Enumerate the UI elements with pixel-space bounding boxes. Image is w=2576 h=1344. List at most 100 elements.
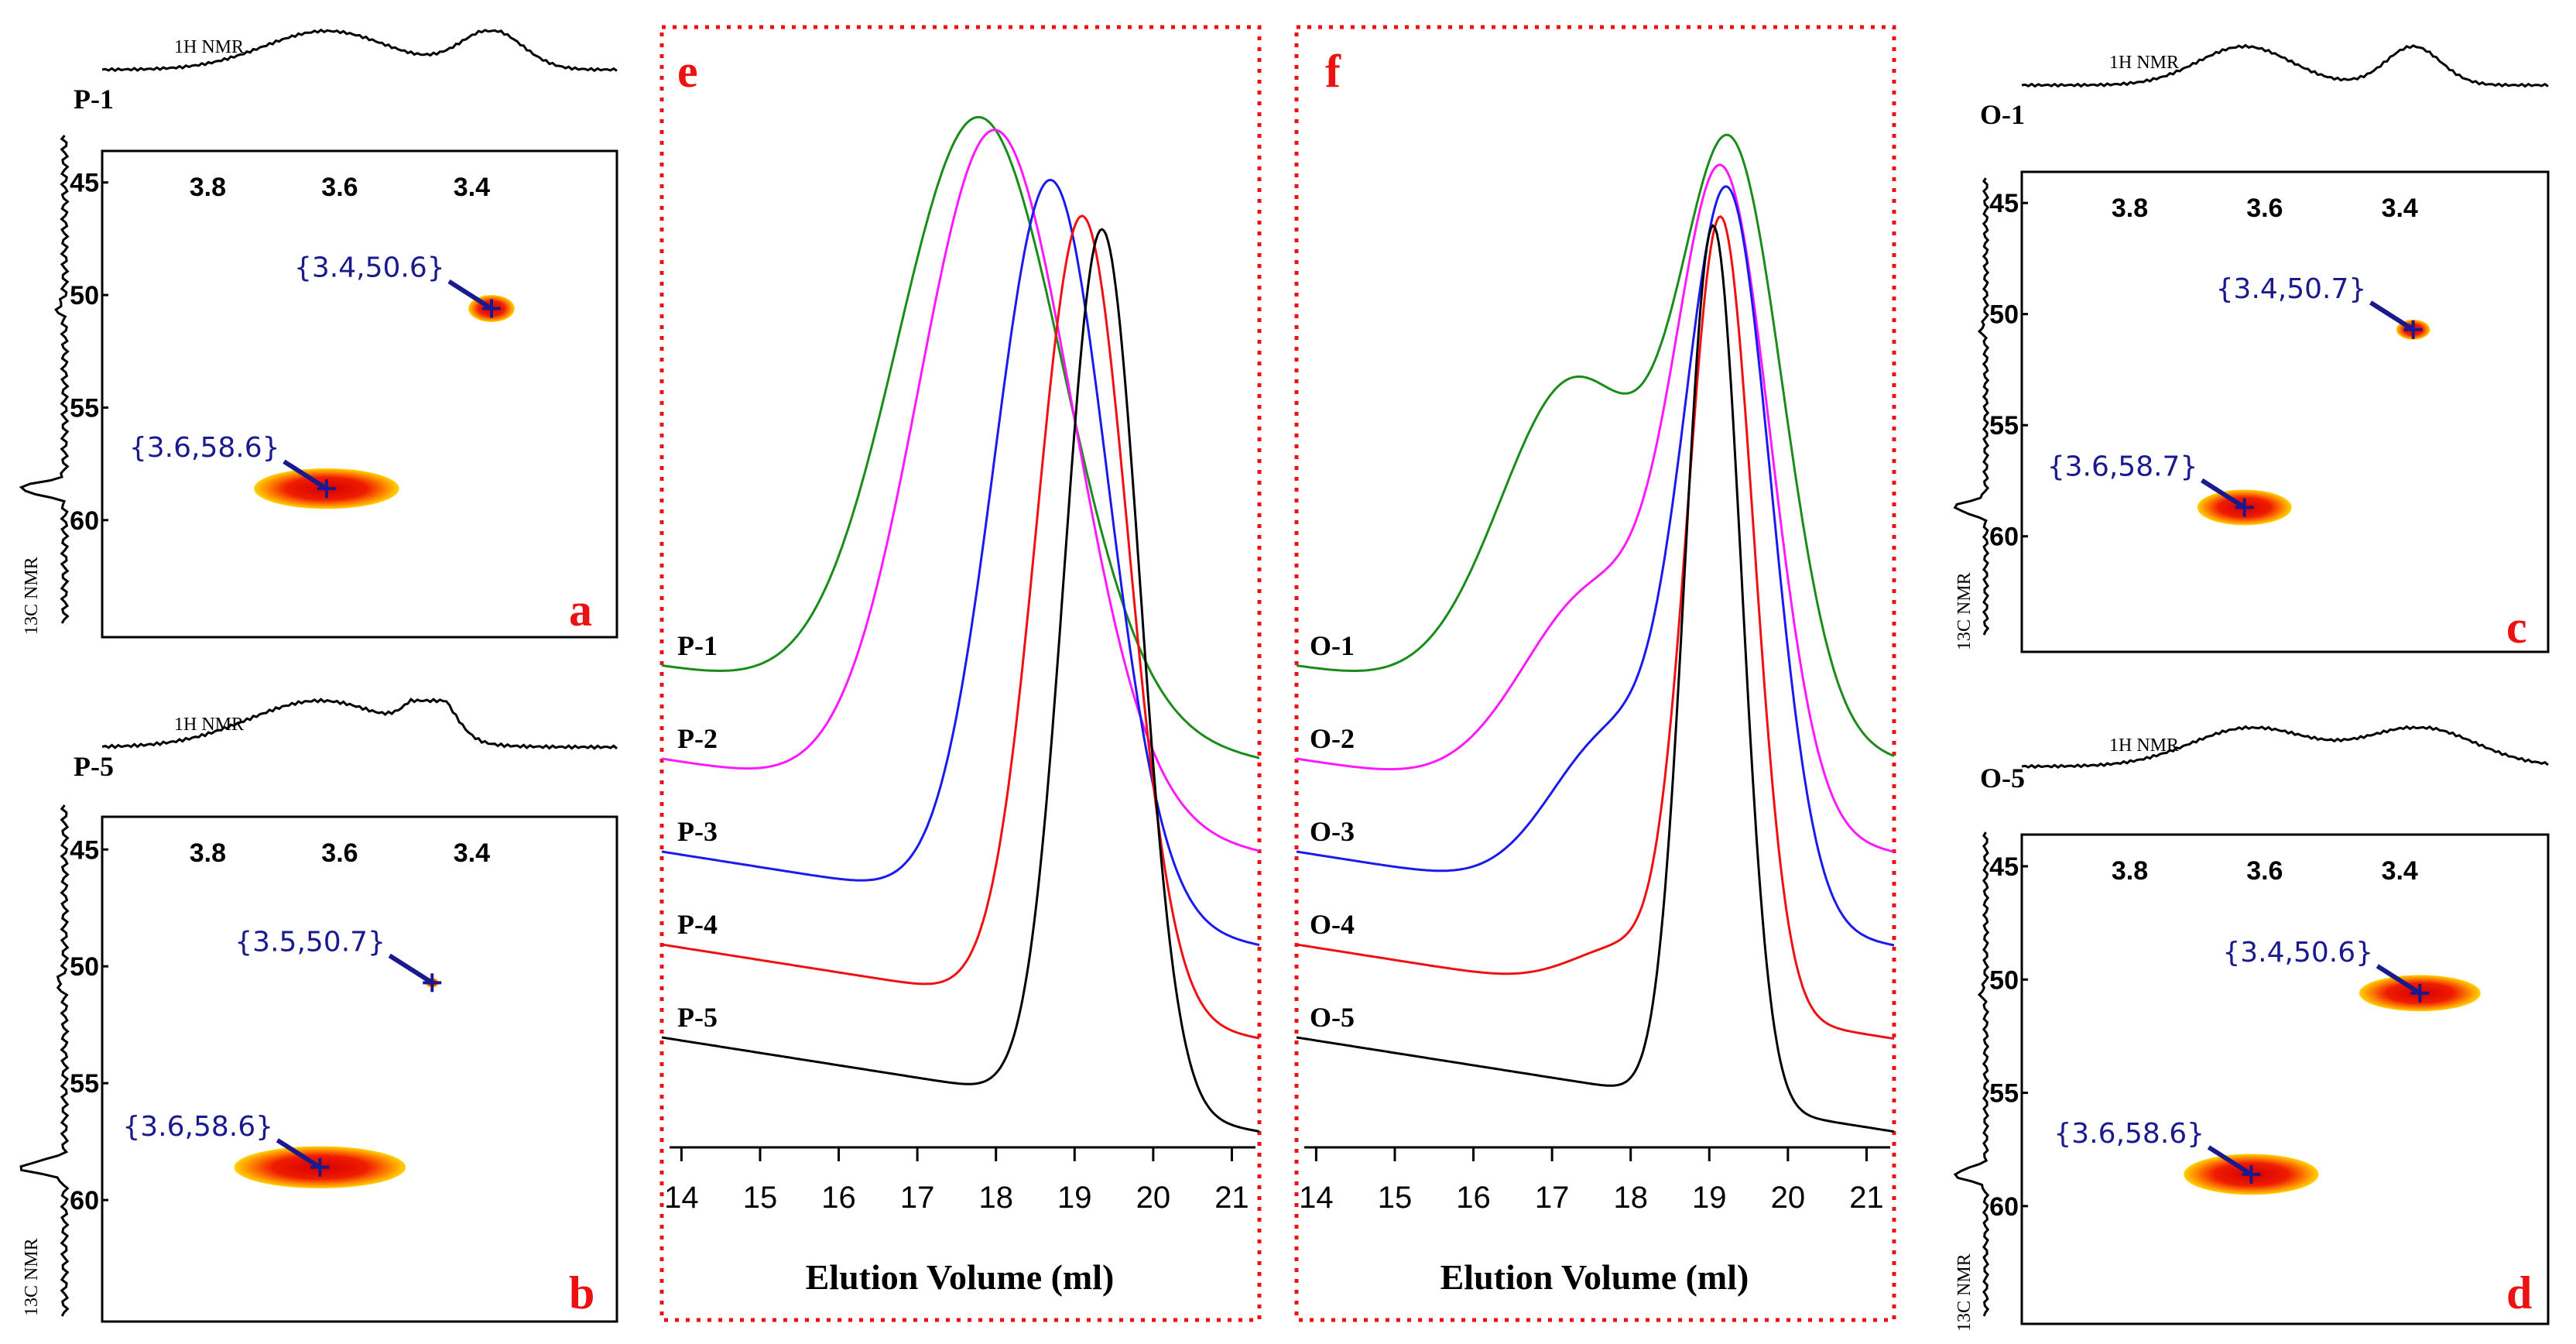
- x-tick-label: 16: [821, 1181, 856, 1215]
- x-tick-label: 3.4: [454, 173, 490, 202]
- y-tick-label: 45: [70, 169, 99, 198]
- elution-curves-f: [1296, 133, 1895, 1133]
- peak-annotations-a: {3.4,50.6} {3.6,58.6}: [129, 252, 445, 465]
- panel-letter-a: a: [569, 585, 592, 636]
- gpc-panel-f: f O-1 O-2 O-3 O-4 O-5 14 15 16 17 18 19 …: [1294, 25, 1896, 1322]
- series-label: O-3: [1310, 816, 1355, 847]
- curve-p-2: [661, 129, 1260, 852]
- peak-leader-line: [2201, 478, 2246, 509]
- x-tick-label: 3.4: [2382, 194, 2418, 223]
- y-tick-label: 60: [70, 506, 99, 536]
- x-tick-label: 17: [1535, 1181, 1570, 1215]
- panel-title-c: O-1: [1980, 99, 2025, 130]
- peak-label: {3.4,50.7}: [2216, 273, 2367, 305]
- y-axis-ticks-a: 45 50 55 60: [70, 169, 99, 536]
- dotted-frame-e: [659, 25, 1262, 1322]
- curve-o-5: [1296, 224, 1895, 1133]
- y-tick-label: 50: [1989, 965, 2019, 995]
- curve-o-4: [1296, 214, 1895, 1041]
- peak-label: {3.6,58.6}: [129, 432, 280, 464]
- y-tick-label: 55: [1989, 411, 2019, 441]
- x-axis-ticks-d: 3.8 3.6 3.4: [2112, 856, 2418, 886]
- x-tick-label: 21: [1214, 1181, 1249, 1215]
- y-tick-label: 55: [1989, 1079, 2019, 1109]
- x-axis-ticks-b: 3.8 3.6 3.4: [190, 838, 490, 868]
- y-tick-label: 55: [70, 393, 99, 423]
- panel-letter-d: d: [2506, 1267, 2532, 1318]
- y-tick-label: 50: [70, 952, 99, 982]
- gpc-panel-e: e P-1 P-2 P-3 P-4 P-5 14 15 16 17 18 19 …: [659, 25, 1262, 1322]
- curve-o-1: [1296, 133, 1895, 757]
- peak-annotations-b: {3.5,50.7} {3.6,58.6}: [122, 926, 385, 1142]
- y-tick-label: 45: [70, 835, 99, 865]
- series-label: O-2: [1310, 723, 1355, 754]
- peak-leader-line: [2369, 300, 2415, 332]
- x-tick-label: 3.8: [2112, 194, 2148, 223]
- x-axis-ticks-e: 14 15 16 17 18 19 20 21: [664, 1181, 1249, 1215]
- nmr-panel-b: P-5 1H NMR 13C NMR 3.8 3.6 3.4 45 50 55 …: [19, 698, 618, 1323]
- y-axis-ticks-b: 45 50 55 60: [70, 835, 99, 1215]
- x-tick-label: 3.6: [321, 838, 358, 868]
- peak-label: {3.4,50.6}: [2222, 937, 2373, 969]
- plot-frame-a: [101, 149, 618, 639]
- y-tick-label: 45: [1989, 189, 2019, 218]
- x-tick-label: 20: [1136, 1181, 1171, 1215]
- nmr-panel-d: O-5 1H NMR 13C NMR 3.8 3.6 3.4 45 50 55 …: [1953, 725, 2550, 1332]
- x-axis-ticks-c: 3.8 3.6 3.4: [2112, 194, 2418, 223]
- proton-spectrum-b: [101, 698, 618, 750]
- x-tick-label: 3.6: [2246, 194, 2283, 223]
- series-label: O-1: [1310, 630, 1355, 661]
- y-tick-label: 60: [70, 1186, 99, 1215]
- x-tick-label: 3.6: [2246, 856, 2283, 886]
- curve-p-1: [661, 115, 1260, 759]
- panel-title-d: O-5: [1980, 763, 2025, 794]
- y-tick-label: 60: [1989, 523, 2019, 552]
- elution-curves-e: [661, 115, 1260, 1133]
- peak-leader-line: [2207, 1145, 2253, 1177]
- x-tick-label: 18: [978, 1181, 1013, 1215]
- peaks-b: [234, 953, 442, 1188]
- y-tick-label: 55: [70, 1069, 99, 1099]
- carbon-spectrum-c: [1953, 177, 1990, 636]
- y-tick-label: 45: [1989, 852, 2019, 882]
- series-labels-f: O-1 O-2 O-3 O-4 O-5: [1310, 630, 1355, 1033]
- panel-letter-b: b: [569, 1267, 594, 1318]
- panel-title-a: P-1: [74, 84, 114, 115]
- proton-label-b: 1H NMR: [174, 715, 244, 735]
- y-tick-label: 60: [1989, 1192, 2019, 1222]
- proton-spectrum-a: [101, 28, 618, 73]
- x-axis-ticks-a: 3.8 3.6 3.4: [190, 173, 490, 202]
- panel-letter-f: f: [1325, 46, 1341, 97]
- curve-p-5: [661, 228, 1260, 1133]
- x-tick-label: 18: [1613, 1181, 1648, 1215]
- peak-annotations-d: {3.4,50.6} {3.6,58.6}: [2054, 937, 2373, 1150]
- x-tick-label: 3.6: [321, 173, 358, 202]
- carbon-label-c: 13C NMR: [1954, 572, 1975, 650]
- x-tick-label: 3.8: [190, 173, 226, 202]
- curve-p-4: [661, 214, 1260, 1040]
- y-axis-ticks-d: 45 50 55 60: [1989, 852, 2019, 1222]
- proton-label-a: 1H NMR: [174, 37, 244, 57]
- peak-label: {3.6,58.6}: [122, 1111, 273, 1143]
- series-label: P-1: [677, 630, 718, 661]
- x-tick-label: 3.8: [2112, 856, 2148, 886]
- x-tick-label: 14: [664, 1181, 699, 1215]
- carbon-label-d: 13C NMR: [1954, 1253, 1975, 1332]
- y-tick-label: 50: [70, 281, 99, 310]
- x-tick-label: 15: [743, 1181, 778, 1215]
- proton-spectrum-d: [2021, 725, 2549, 770]
- series-label: P-5: [677, 1002, 718, 1033]
- peak-label: {3.4,50.6}: [294, 252, 445, 284]
- peak-annotations-c: {3.4,50.7} {3.6,58.7}: [2047, 273, 2367, 483]
- series-label: P-4: [677, 909, 718, 940]
- plot-frame-c: [2020, 170, 2550, 653]
- peak-leader-line: [276, 1138, 321, 1170]
- x-tick-label: 14: [1299, 1181, 1334, 1215]
- peaks-c: [2197, 300, 2430, 526]
- x-tick-label: 19: [1057, 1181, 1092, 1215]
- x-axis-title-e: Elution Volume (ml): [806, 1257, 1115, 1297]
- x-tick-label: 3.4: [2382, 856, 2418, 886]
- peak-label: {3.6,58.7}: [2047, 451, 2198, 482]
- y-axis-ticks-c: 45 50 55 60: [1989, 189, 2019, 552]
